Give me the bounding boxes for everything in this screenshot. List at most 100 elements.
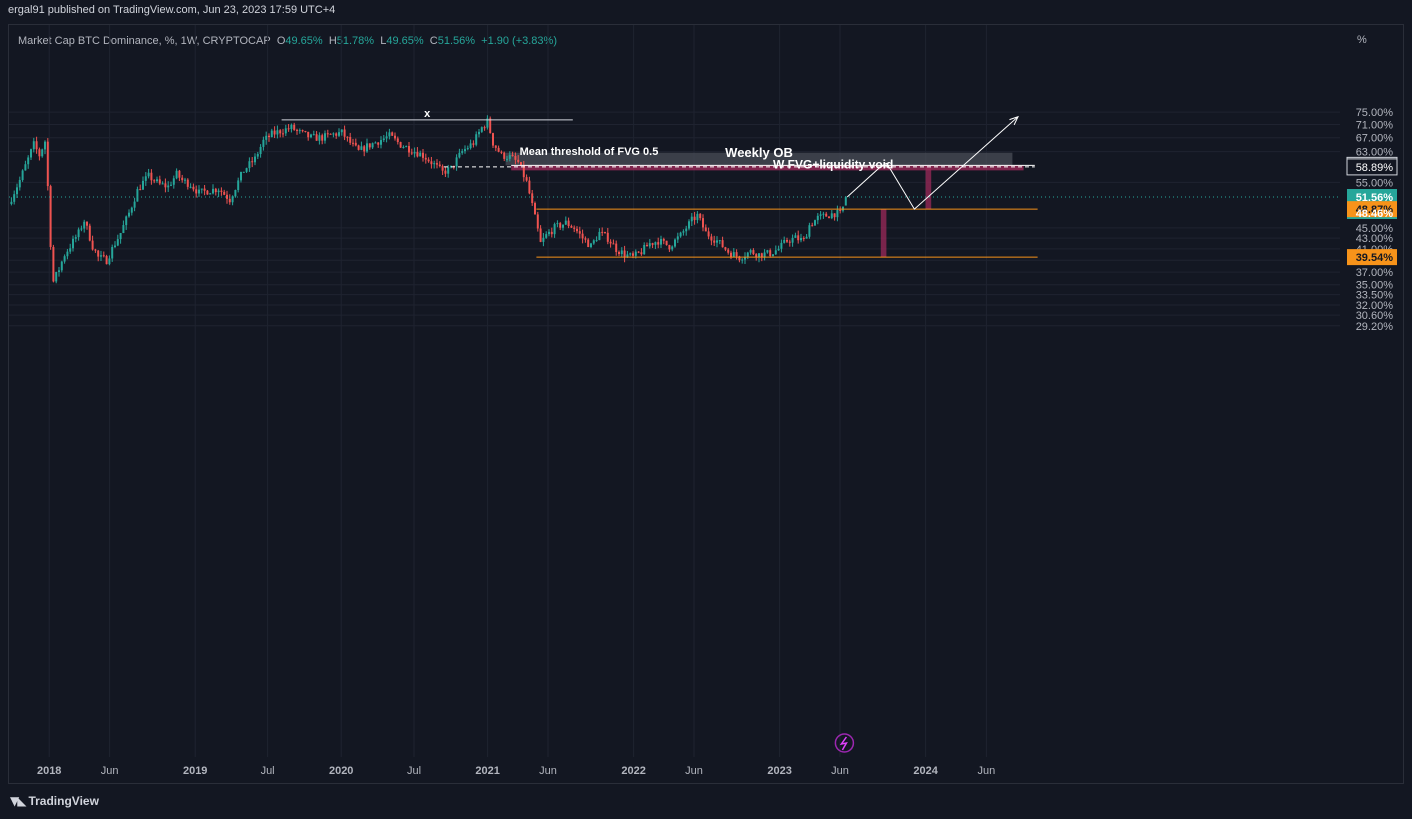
candle-body — [231, 196, 234, 203]
candle-body — [738, 256, 741, 261]
candle-body — [833, 213, 836, 218]
candle-body — [186, 179, 189, 187]
candle-body — [480, 127, 483, 132]
candle-body — [21, 170, 24, 180]
candle-body — [494, 145, 497, 148]
legend-l-label: L — [380, 35, 387, 47]
mean-threshold-label: Mean threshold of FVG 0.5 — [520, 146, 659, 158]
candle-body — [24, 164, 27, 171]
projection-tip — [880, 162, 890, 167]
candle-body — [175, 170, 178, 179]
candle-body — [206, 190, 209, 195]
candle-body — [646, 245, 648, 247]
candle-body — [296, 129, 298, 131]
candle-body — [181, 177, 184, 181]
candle-body — [72, 238, 74, 249]
candle-body — [783, 239, 786, 243]
candle-body — [424, 157, 427, 160]
chart-frame — [8, 24, 1404, 784]
candle-body — [385, 136, 388, 139]
candle-body — [86, 221, 88, 226]
candle-body — [290, 124, 293, 130]
candle-body — [581, 233, 584, 239]
candle-body — [522, 165, 525, 178]
candle-body — [125, 216, 128, 226]
price-tick-label: 67.00% — [1356, 133, 1394, 145]
candle-body — [97, 250, 100, 257]
candle-body — [713, 240, 716, 243]
projection-path — [846, 116, 1019, 210]
candle-body — [788, 241, 791, 243]
candle-body — [237, 180, 240, 191]
price-axis-unit: % — [1357, 34, 1367, 46]
candle-body — [674, 239, 676, 247]
candle-body — [688, 221, 690, 229]
legend-symbol: Market Cap BTC Dominance, %, 1W, CRYPTOC… — [18, 35, 271, 47]
candle-body — [774, 250, 777, 255]
chart-legend: Market Cap BTC Dominance, %, 1W, CRYPTOC… — [18, 35, 557, 47]
time-tick-label: 2020 — [329, 765, 353, 777]
candle-body — [10, 201, 13, 204]
candle-body — [704, 227, 707, 232]
candle-body — [49, 186, 52, 247]
candle-body — [436, 163, 438, 165]
level-price-box — [1346, 158, 1398, 176]
candle-body — [721, 240, 724, 248]
candle-body — [497, 147, 500, 152]
candle-body — [377, 142, 380, 145]
candle-body — [167, 185, 170, 188]
candle-body — [38, 149, 41, 157]
candle-body — [413, 151, 416, 154]
candle-body — [102, 255, 105, 257]
candle-body — [578, 231, 581, 234]
range-bar — [880, 209, 887, 258]
time-tick-label: 2019 — [183, 765, 207, 777]
candle-body — [293, 124, 296, 130]
candle-body — [66, 251, 69, 257]
candle-body — [119, 232, 122, 240]
candle-body — [18, 179, 21, 188]
time-tick-label: Jun — [539, 765, 557, 777]
candle-body — [730, 252, 732, 257]
candle-body — [276, 130, 279, 135]
tradingview-logo: ▼◣ TradingView — [10, 794, 99, 808]
candle-body — [58, 270, 60, 273]
candle-body — [410, 152, 413, 154]
candle-body — [718, 240, 721, 242]
candle-body — [604, 232, 606, 234]
lightning-bolt — [839, 736, 848, 751]
time-tick-label: 2022 — [621, 765, 645, 777]
candle-body — [200, 188, 203, 190]
candle-body — [786, 239, 788, 242]
candle-body — [139, 189, 142, 191]
candle-body — [324, 133, 326, 141]
candle-body — [312, 134, 315, 136]
lightning-icon — [834, 733, 855, 753]
candle-body — [142, 180, 144, 190]
candle-body — [335, 133, 338, 136]
candle-body — [63, 256, 66, 262]
publish-line: ergal91 published on TradingView.com, Ju… — [8, 4, 336, 16]
candle-body — [506, 158, 508, 160]
candle-body — [802, 238, 805, 240]
price-tick-label: 37.00% — [1356, 267, 1394, 279]
candle-body — [637, 251, 640, 253]
candle-body — [284, 128, 287, 134]
candle-body — [825, 213, 828, 217]
time-tick-label: Jul — [261, 765, 275, 777]
candle-body — [489, 118, 492, 134]
candle-body — [338, 132, 340, 136]
candle-body — [178, 170, 181, 178]
price-tick-label: 33.50% — [1356, 290, 1394, 302]
candle-body — [503, 152, 506, 159]
candle-body — [777, 248, 780, 251]
annotation-lines: x Weekly OB Mean threshold of FVG 0.5 W FVG… — [9, 108, 1340, 753]
candle-body — [391, 132, 394, 136]
candle-body — [268, 135, 270, 138]
candle-body — [203, 188, 206, 191]
candle-body — [511, 155, 514, 157]
candle-body — [545, 234, 548, 238]
candle-body — [682, 231, 685, 233]
candle-body — [531, 193, 534, 204]
